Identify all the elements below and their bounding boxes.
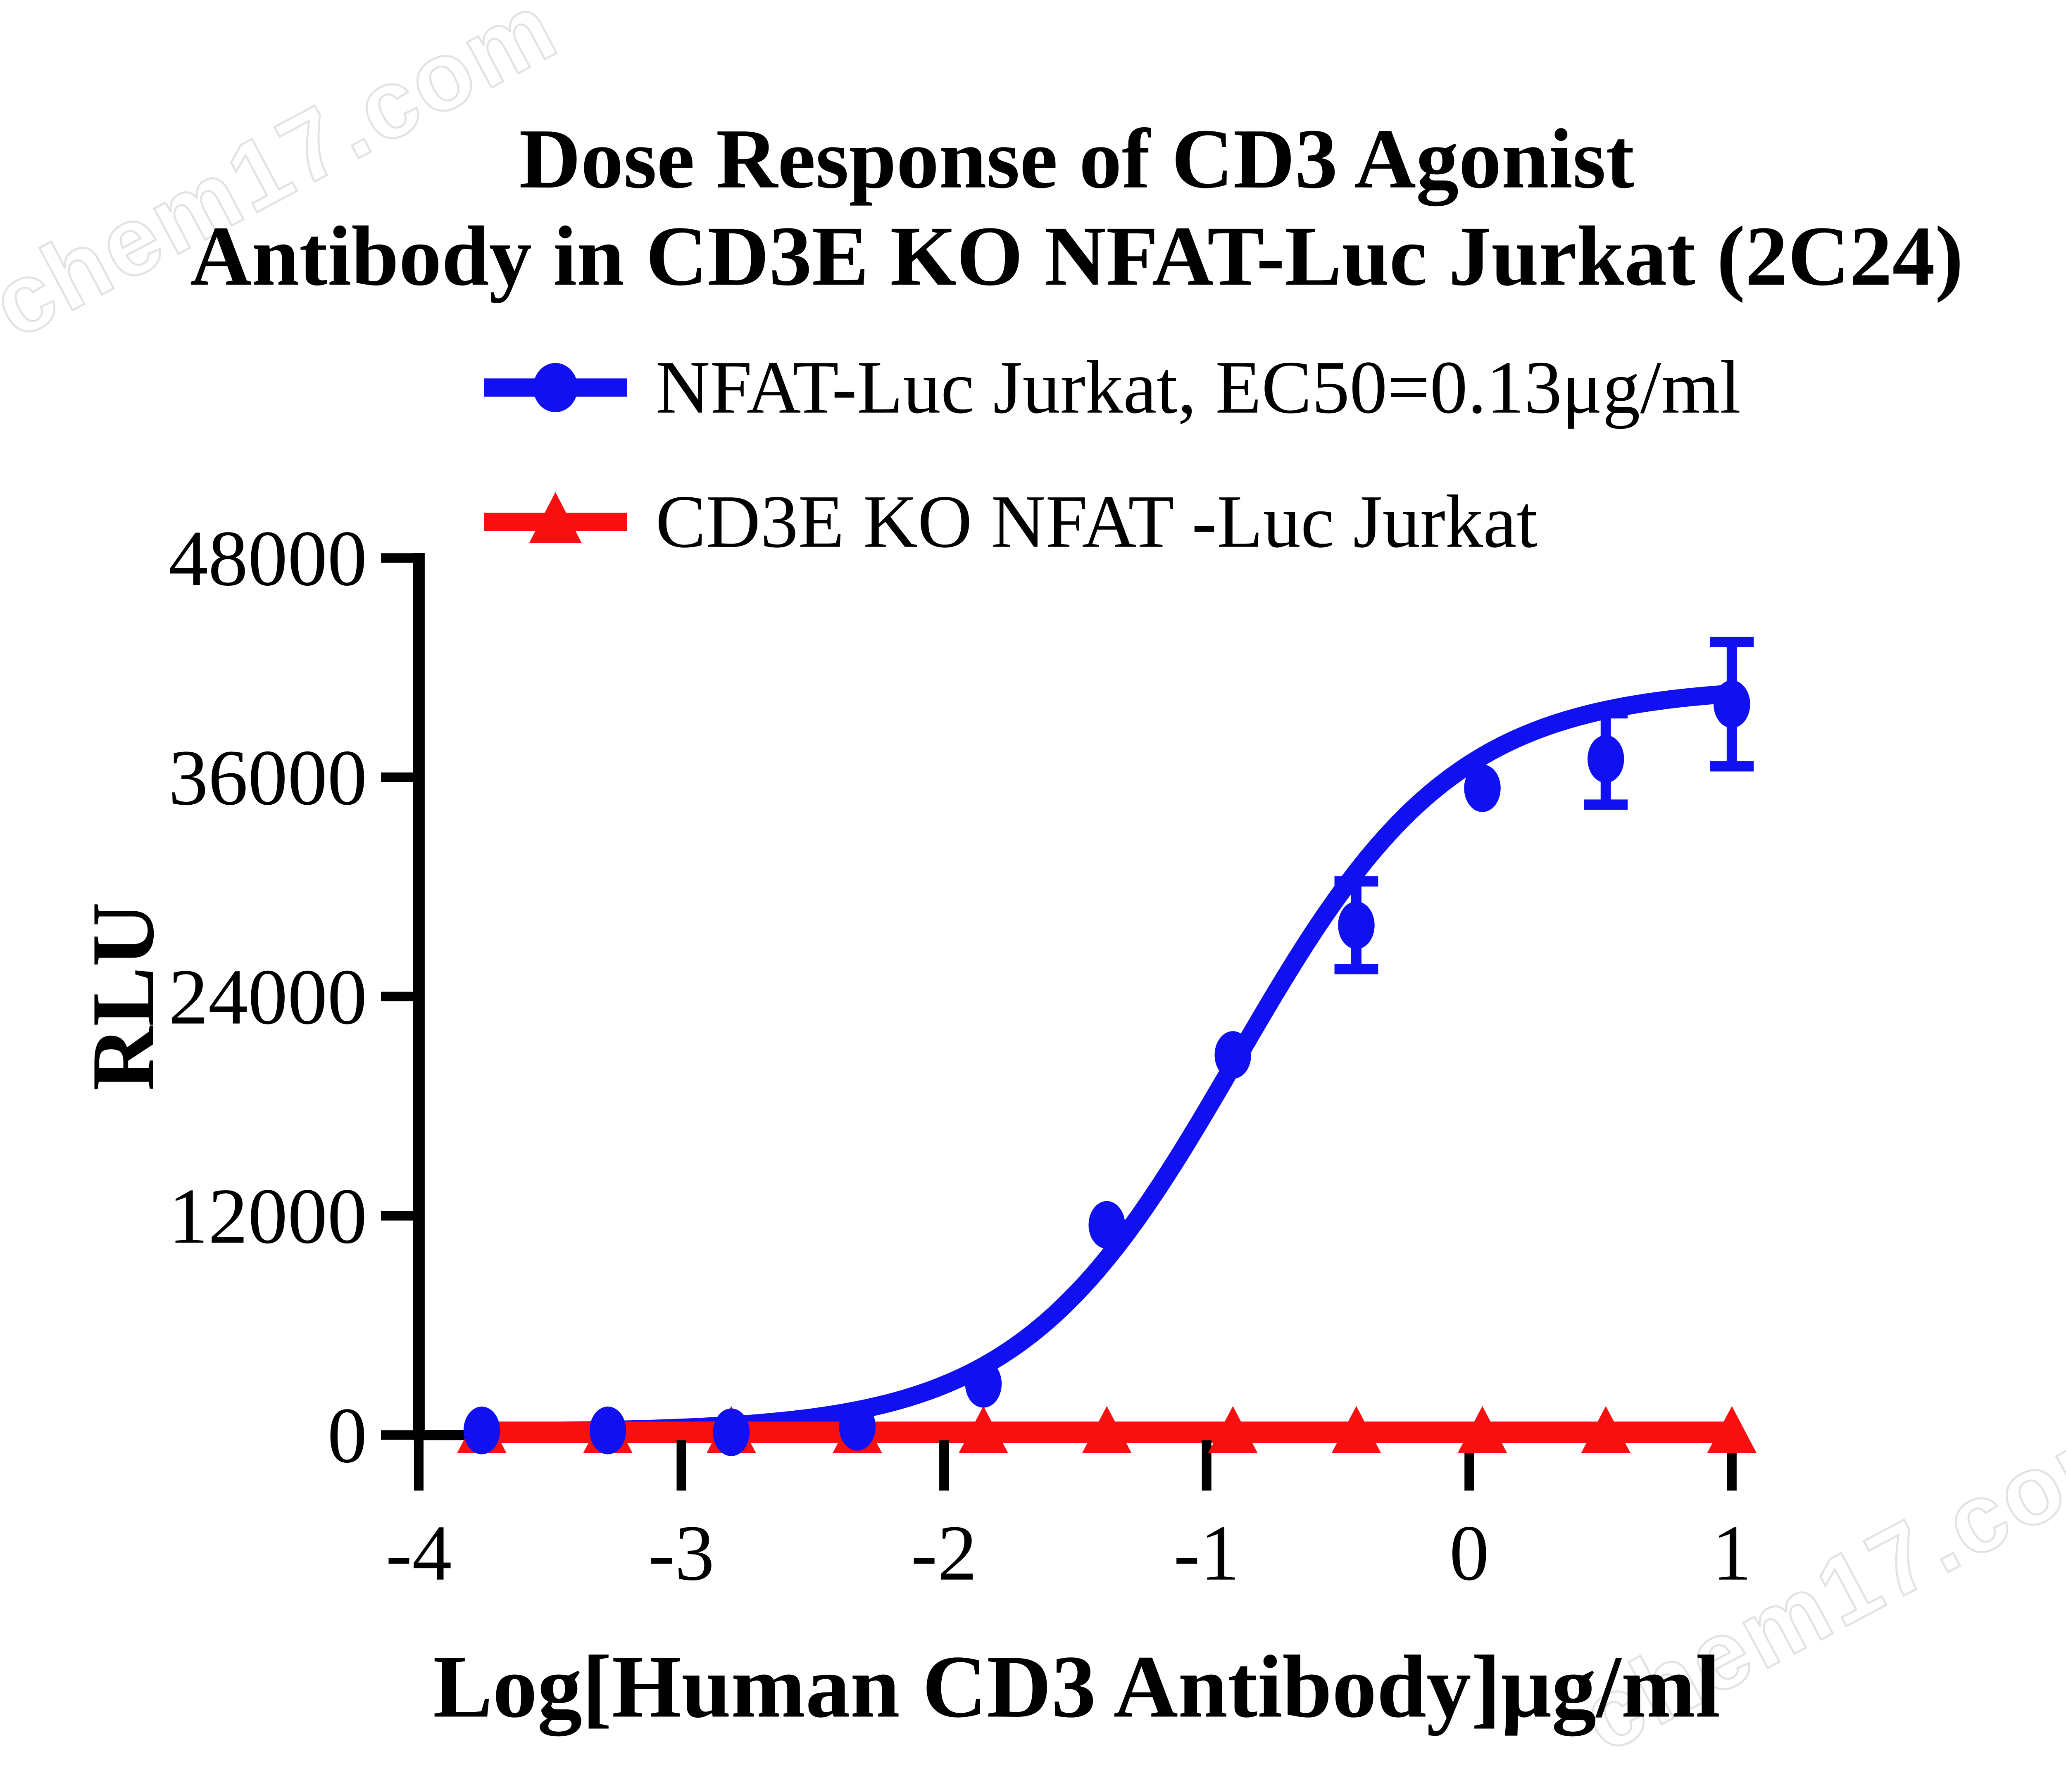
y-tick-label-0: 0 [327, 1391, 367, 1479]
legend: NFAT-Luc Jurkat, EC50=0.13μg/ml CD3E KO … [484, 345, 1741, 563]
data-point-nfat-2 [713, 1408, 750, 1456]
y-tick-label-48000: 48000 [169, 514, 367, 602]
x-tick-label-1: 1 [1712, 1509, 1752, 1597]
y-tick-label-24000: 24000 [169, 953, 367, 1041]
chart-title-line2: Antibody in CD3E KO NFAT-Luc Jurkat (2C2… [190, 209, 1964, 303]
data-point-cd3e-ko-9 [1581, 1406, 1630, 1453]
x-tick-label--4: -4 [386, 1509, 452, 1597]
data-point-nfat-3 [839, 1403, 876, 1451]
data-point-cd3e-ko-4 [959, 1406, 1008, 1453]
chart-title-line1: Dose Response of CD3 Agonist [519, 112, 1634, 207]
fit-curve-nfat-luc-jurkat [481, 684, 1733, 1441]
data-point-cd3e-ko-6 [1208, 1406, 1258, 1453]
data-point-cd3e-ko-8 [1457, 1406, 1507, 1453]
legend-marker-nfat-luc-jurkat [484, 363, 627, 412]
data-point-nfat-7 [1338, 901, 1375, 949]
data-point-nfat-6 [1214, 1031, 1251, 1079]
y-axis-title: RLU [73, 902, 172, 1091]
x-tick-label--2: -2 [911, 1509, 977, 1597]
data-point-nfat-9 [1588, 735, 1624, 783]
data-point-nfat-1 [589, 1407, 626, 1455]
x-axis-title: Log[Human CD3 Antibody]μg/ml [433, 1637, 1721, 1737]
y-tick-label-36000: 36000 [169, 734, 367, 822]
data-point-cd3e-ko-7 [1331, 1406, 1381, 1453]
x-tick-label--1: -1 [1173, 1509, 1240, 1597]
legend-marker-cd3e-ko [484, 492, 627, 543]
data-point-nfat-5 [1088, 1201, 1125, 1249]
legend-triangle-icon [529, 492, 582, 543]
data-point-cd3e-ko-5 [1082, 1406, 1132, 1453]
x-tick-label-0: 0 [1450, 1509, 1489, 1597]
data-point-nfat-0 [463, 1407, 500, 1455]
x-tick-label--3: -3 [648, 1509, 714, 1597]
legend-circle-icon [533, 363, 578, 412]
data-point-nfat-8 [1464, 764, 1501, 812]
data-point-nfat-10 [1714, 680, 1750, 728]
watermark-top-left: chem17.com [0, 0, 574, 359]
y-tick-label-12000: 12000 [169, 1172, 367, 1260]
legend-label-nfat-luc-jurkat: NFAT-Luc Jurkat, EC50=0.13μg/ml [656, 345, 1741, 429]
plot-area: 0 12000 24000 36000 48000 -4 -3 -2 -1 0 1 [169, 514, 1757, 1597]
legend-label-cd3e-ko: CD3E KO NFAT -Luc Jurkat [656, 480, 1538, 563]
data-point-nfat-4 [965, 1360, 1002, 1408]
data-point-cd3e-ko-10 [1707, 1406, 1757, 1453]
